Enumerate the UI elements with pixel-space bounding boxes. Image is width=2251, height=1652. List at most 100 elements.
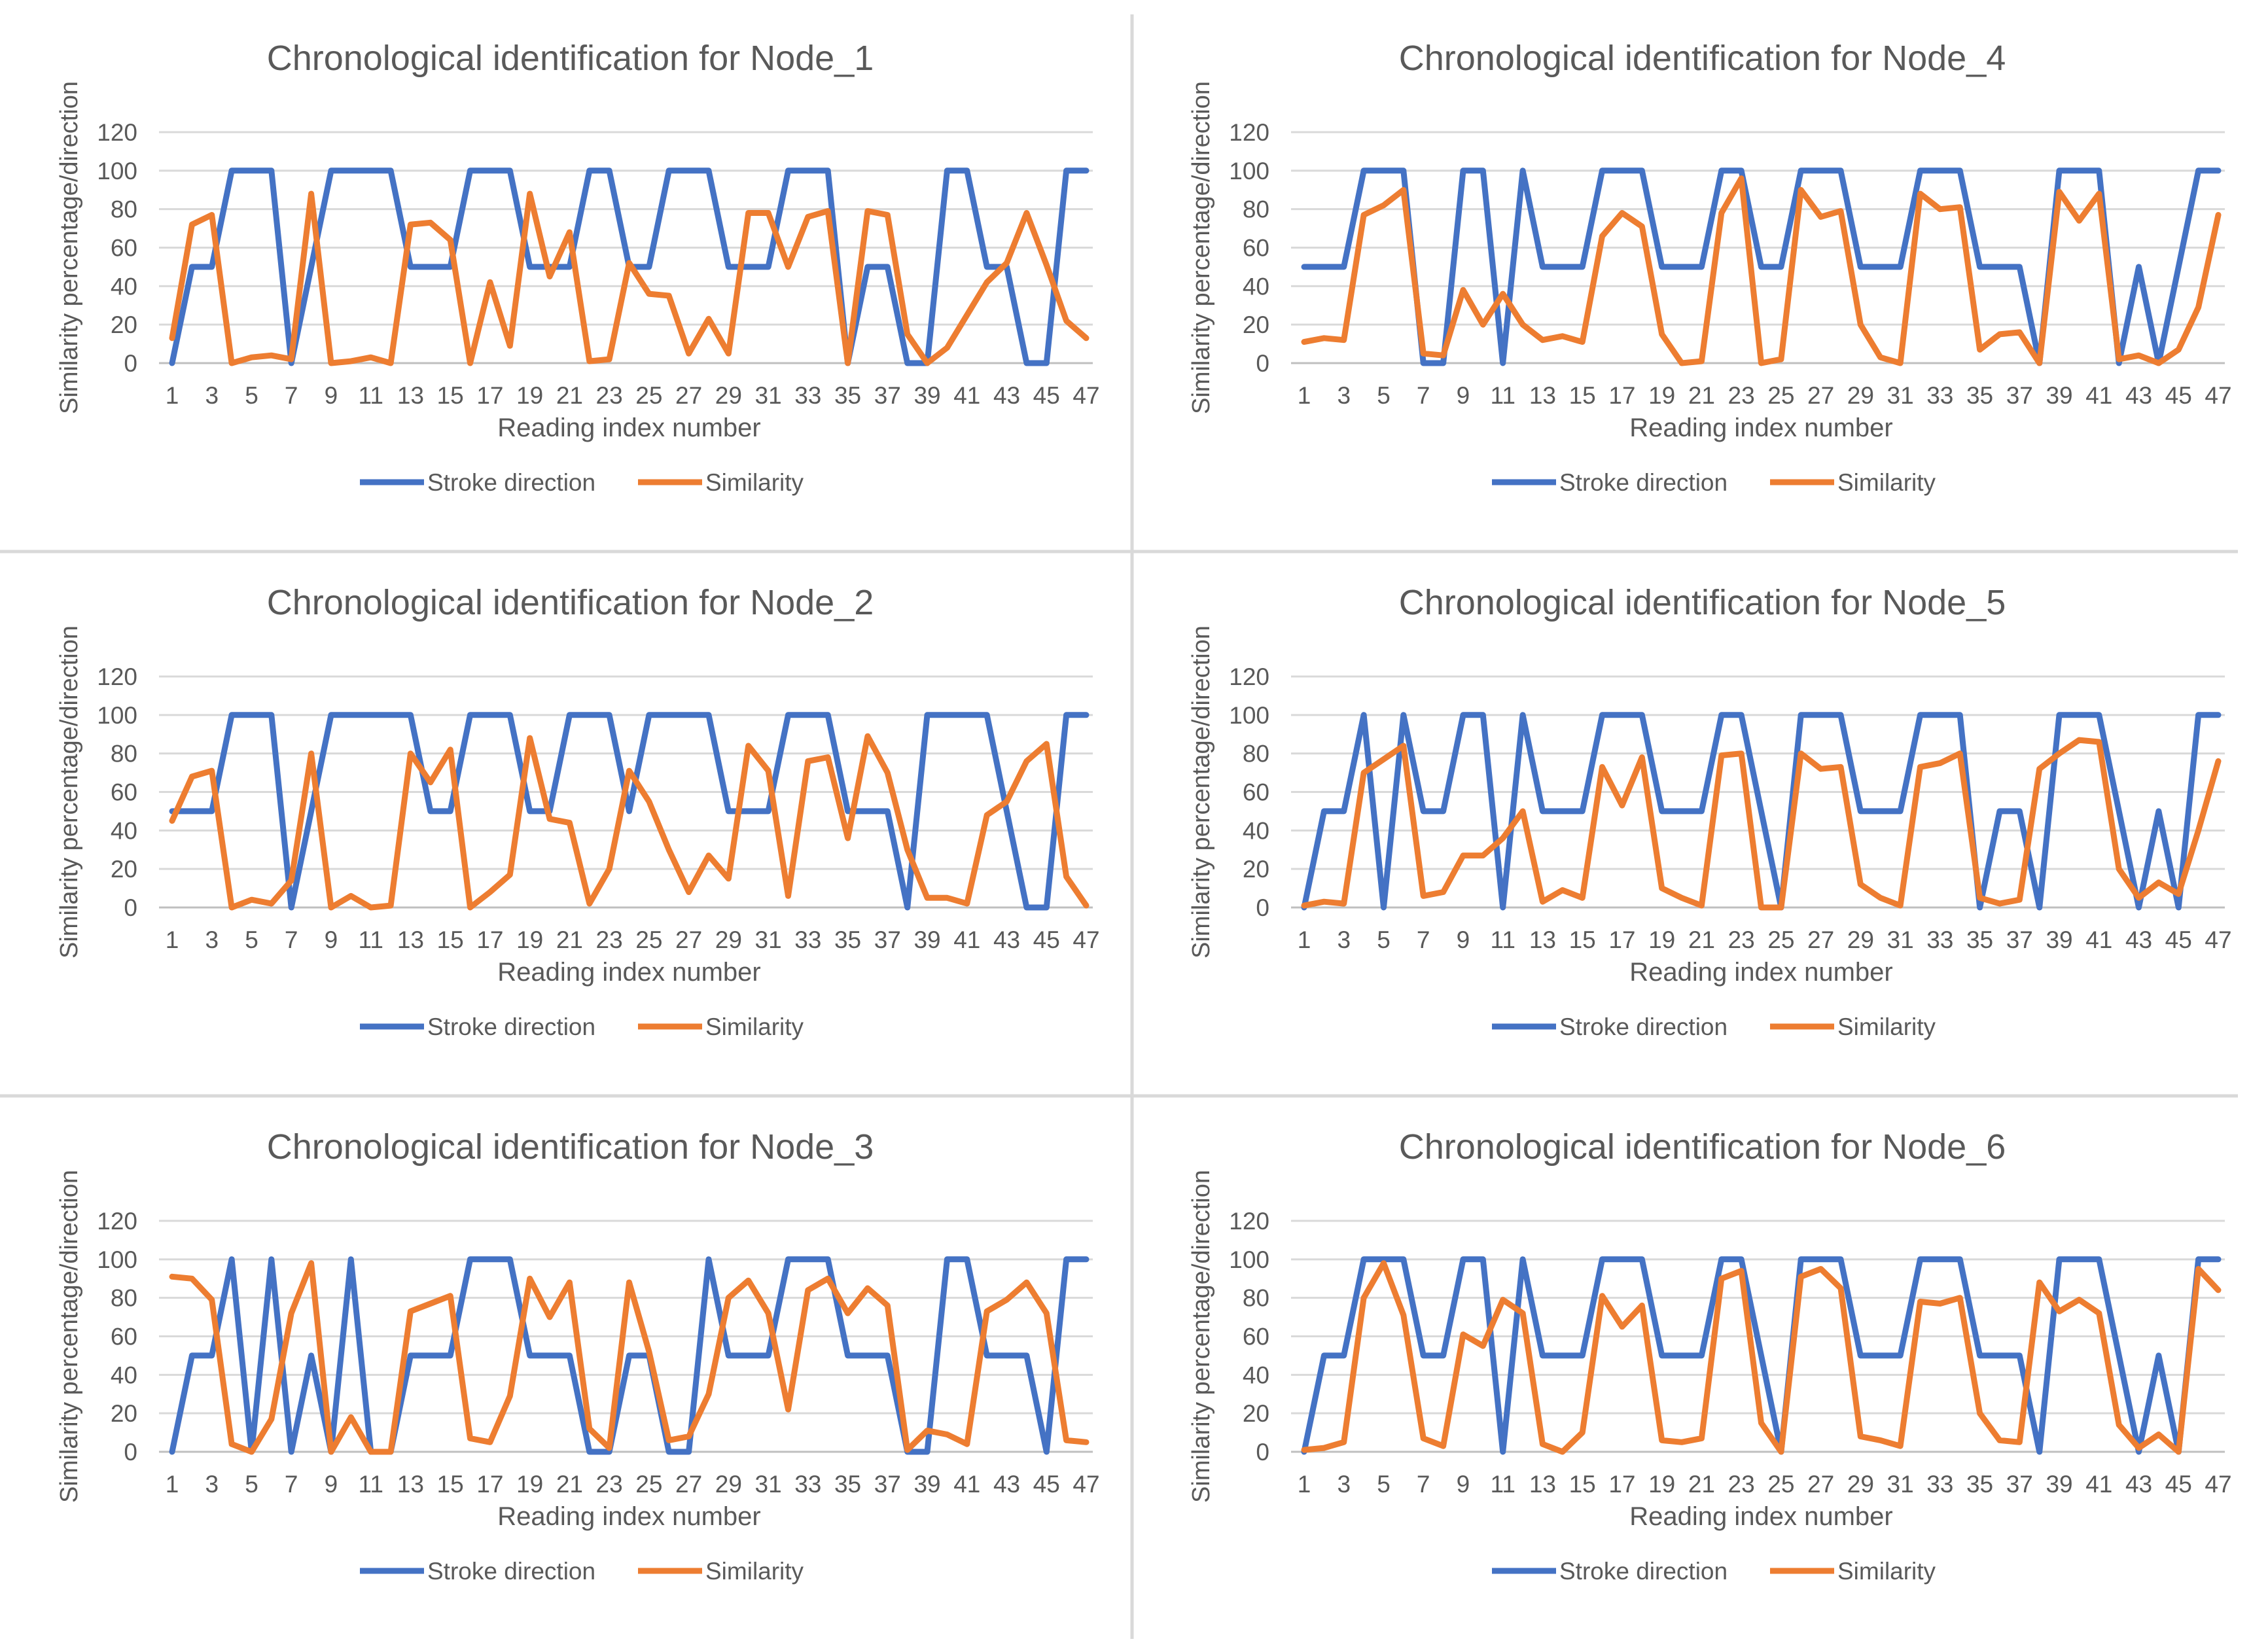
x-tick-label: 3 bbox=[1337, 926, 1351, 953]
chart-panel: Chronological identification for Node_5 0… bbox=[1188, 583, 2232, 1040]
x-tick-label: 13 bbox=[397, 1471, 424, 1498]
x-tick-label: 17 bbox=[476, 926, 503, 953]
x-tick-label: 17 bbox=[1608, 926, 1635, 953]
y-tick-label: 80 bbox=[111, 741, 137, 767]
y-tick-label: 0 bbox=[1256, 350, 1269, 377]
x-tick-label: 41 bbox=[953, 1471, 980, 1498]
legend-label: Similarity bbox=[705, 1558, 804, 1585]
x-tick-label: 45 bbox=[1033, 382, 1060, 409]
series-line-similarity bbox=[1301, 175, 2222, 366]
x-tick-label: 23 bbox=[1728, 1471, 1755, 1498]
y-axis-title: Similarity percentage/direction bbox=[56, 1170, 83, 1503]
x-tick-label: 41 bbox=[953, 382, 980, 409]
legend-label: Stroke direction bbox=[1559, 1013, 1728, 1040]
x-tick-label: 43 bbox=[2125, 382, 2152, 409]
y-tick-label: 40 bbox=[1243, 273, 1269, 300]
y-tick-label: 120 bbox=[1229, 663, 1269, 690]
x-tick-label: 21 bbox=[1688, 1471, 1715, 1498]
x-tick-label: 1 bbox=[1298, 1471, 1311, 1498]
x-tick-label: 3 bbox=[1337, 1471, 1351, 1498]
x-tick-label: 37 bbox=[874, 382, 901, 409]
x-tick-label: 25 bbox=[635, 926, 662, 953]
x-tick-label: 9 bbox=[1457, 926, 1470, 953]
x-tick-label: 13 bbox=[397, 926, 424, 953]
x-tick-label: 47 bbox=[2205, 1471, 2231, 1498]
chart-panel: Chronological identification for Node_2 0… bbox=[56, 583, 1100, 1040]
x-tick-label: 27 bbox=[1807, 1471, 1834, 1498]
x-tick-label: 39 bbox=[913, 1471, 940, 1498]
x-tick-label: 1 bbox=[166, 382, 179, 409]
x-tick-label: 37 bbox=[2006, 1471, 2033, 1498]
x-tick-label: 17 bbox=[1608, 382, 1635, 409]
x-tick-label: 47 bbox=[2205, 926, 2231, 953]
y-tick-label: 40 bbox=[111, 273, 137, 300]
x-tick-label: 23 bbox=[596, 926, 623, 953]
x-tick-label: 19 bbox=[1648, 926, 1675, 953]
x-tick-label: 21 bbox=[556, 1471, 583, 1498]
series-line-similarity bbox=[1301, 737, 2222, 911]
series-line-stroke-direction bbox=[169, 1256, 1090, 1455]
x-tick-label: 37 bbox=[874, 926, 901, 953]
x-tick-label: 15 bbox=[437, 1471, 464, 1498]
x-tick-label: 25 bbox=[635, 1471, 662, 1498]
y-axis-title: Similarity percentage/direction bbox=[1188, 625, 1215, 958]
y-tick-label: 80 bbox=[1243, 741, 1269, 767]
x-tick-label: 5 bbox=[1377, 926, 1391, 953]
x-tick-label: 11 bbox=[358, 382, 383, 409]
x-tick-label: 17 bbox=[476, 1471, 503, 1498]
x-tick-label: 31 bbox=[1887, 926, 1914, 953]
x-tick-label: 39 bbox=[913, 926, 940, 953]
x-tick-label: 27 bbox=[675, 926, 702, 953]
y-tick-label: 100 bbox=[1229, 158, 1269, 185]
x-tick-label: 33 bbox=[1926, 926, 1953, 953]
x-tick-label: 19 bbox=[1648, 1471, 1675, 1498]
x-tick-label: 25 bbox=[1767, 926, 1794, 953]
series-line-stroke-direction bbox=[169, 712, 1090, 911]
x-tick-label: 29 bbox=[715, 1471, 742, 1498]
x-tick-label: 43 bbox=[993, 1471, 1020, 1498]
x-tick-label: 7 bbox=[285, 926, 298, 953]
x-tick-label: 45 bbox=[1033, 1471, 1060, 1498]
x-tick-label: 11 bbox=[1490, 1471, 1515, 1498]
x-tick-label: 39 bbox=[2046, 382, 2072, 409]
x-tick-label: 29 bbox=[1847, 1471, 1874, 1498]
y-tick-label: 20 bbox=[1243, 1400, 1269, 1427]
x-tick-label: 17 bbox=[1608, 1471, 1635, 1498]
y-tick-label: 0 bbox=[124, 894, 137, 921]
x-tick-label: 39 bbox=[913, 382, 940, 409]
x-tick-label: 35 bbox=[834, 926, 861, 953]
x-tick-label: 35 bbox=[834, 1471, 861, 1498]
x-tick-label: 31 bbox=[1887, 382, 1914, 409]
y-tick-label: 60 bbox=[1243, 779, 1269, 806]
x-tick-label: 45 bbox=[2165, 382, 2192, 409]
x-tick-label: 3 bbox=[1337, 382, 1351, 409]
x-tick-label: 31 bbox=[755, 1471, 782, 1498]
x-axis-title: Reading index number bbox=[497, 958, 760, 987]
x-tick-label: 23 bbox=[1728, 926, 1755, 953]
x-tick-label: 37 bbox=[2006, 382, 2033, 409]
legend-label: Stroke direction bbox=[1559, 469, 1728, 496]
x-tick-label: 47 bbox=[2205, 382, 2231, 409]
x-tick-label: 21 bbox=[556, 382, 583, 409]
legend-label: Similarity bbox=[1837, 1558, 1936, 1585]
y-tick-label: 120 bbox=[1229, 119, 1269, 146]
x-tick-label: 43 bbox=[2125, 926, 2152, 953]
x-tick-label: 19 bbox=[516, 1471, 543, 1498]
x-tick-label: 17 bbox=[476, 382, 503, 409]
x-tick-label: 31 bbox=[1887, 1471, 1914, 1498]
x-tick-label: 33 bbox=[794, 1471, 821, 1498]
chart-panel: Chronological identification for Node_6 0… bbox=[1188, 1127, 2232, 1585]
legend-label: Similarity bbox=[705, 469, 804, 496]
x-tick-label: 1 bbox=[1298, 926, 1311, 953]
y-tick-label: 20 bbox=[111, 856, 137, 883]
x-tick-label: 35 bbox=[1966, 926, 1993, 953]
chart-title: Chronological identification for Node_5 bbox=[1399, 583, 2006, 622]
x-tick-label: 33 bbox=[1926, 382, 1953, 409]
y-tick-label: 100 bbox=[1229, 702, 1269, 729]
series-line-stroke-direction bbox=[1301, 1256, 2222, 1455]
y-tick-label: 40 bbox=[111, 817, 137, 844]
x-tick-label: 9 bbox=[325, 1471, 338, 1498]
x-tick-label: 13 bbox=[1529, 1471, 1556, 1498]
x-tick-label: 25 bbox=[1767, 1471, 1794, 1498]
